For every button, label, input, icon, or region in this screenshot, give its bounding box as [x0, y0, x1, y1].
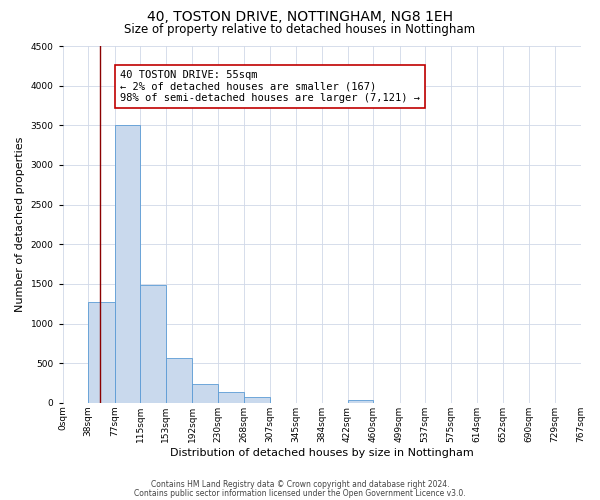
Text: Size of property relative to detached houses in Nottingham: Size of property relative to detached ho… [124, 22, 476, 36]
Y-axis label: Number of detached properties: Number of detached properties [15, 136, 25, 312]
Bar [140, 286, 166, 403]
Text: 40 TOSTON DRIVE: 55sqm
← 2% of detached houses are smaller (167)
98% of semi-det: 40 TOSTON DRIVE: 55sqm ← 2% of detached … [120, 70, 420, 103]
Bar [347, 400, 373, 403]
Bar [166, 358, 192, 403]
Bar [192, 384, 218, 403]
X-axis label: Distribution of detached houses by size in Nottingham: Distribution of detached houses by size … [170, 448, 473, 458]
Bar [88, 302, 115, 403]
Bar [115, 126, 140, 403]
Text: Contains HM Land Registry data © Crown copyright and database right 2024.: Contains HM Land Registry data © Crown c… [151, 480, 449, 489]
Text: 40, TOSTON DRIVE, NOTTINGHAM, NG8 1EH: 40, TOSTON DRIVE, NOTTINGHAM, NG8 1EH [147, 10, 453, 24]
Bar [244, 397, 270, 403]
Bar [218, 392, 244, 403]
Text: Contains public sector information licensed under the Open Government Licence v3: Contains public sector information licen… [134, 488, 466, 498]
